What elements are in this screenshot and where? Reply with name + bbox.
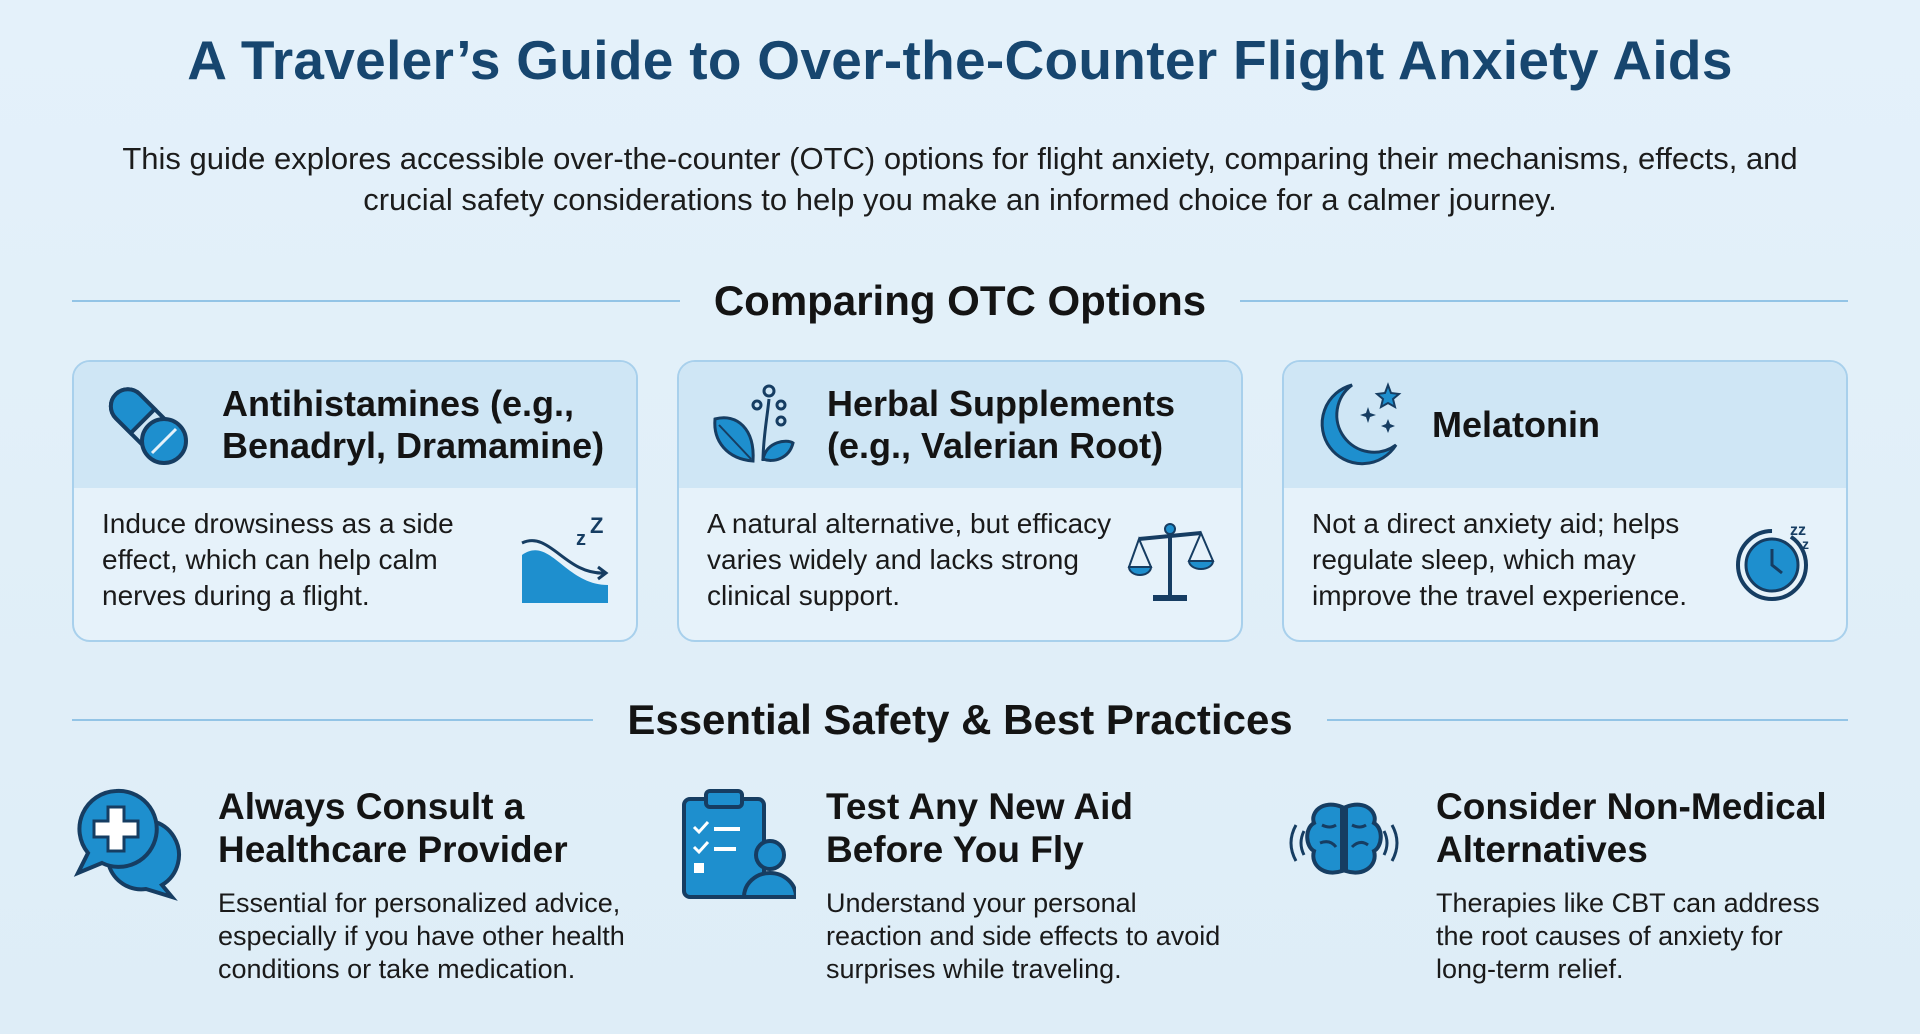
safety-item-test: Test Any New Aid Before You Fly Understa… [680,785,1240,986]
option-card-herbal: Herbal Supplements (e.g., Valerian Root)… [677,360,1243,642]
safety-item-alternatives: Consider Non-Medical Alternatives Therap… [1282,785,1842,986]
item-title: Consider Non-Medical Alternatives [1436,786,1827,870]
sleep-clock-icon: zzz [1736,522,1809,601]
card-text: Induce drowsiness as a side effect, whic… [102,508,454,611]
balance-scale-icon [1127,523,1215,601]
pill-capsule-icon [108,387,188,465]
svg-text:z: z [576,528,586,550]
item-title: Test Any New Aid Before You Fly [826,786,1134,870]
card-title: Antihistamines (e.g., Benadryl, Dramamin… [222,383,605,466]
item-text: Essential for personalized advice, espec… [218,888,625,984]
page-title: A Traveler’s Guide to Over-the-Counter F… [187,29,1733,91]
divider [1240,300,1848,302]
card-text: A natural alternative, but efficacy vari… [707,508,1112,611]
page-subtitle: This guide explores accessible over-the-… [122,141,1798,217]
svg-text:z: z [1802,536,1809,552]
card-title: Herbal Supplements (e.g., Valerian Root) [827,383,1176,466]
card-text: Not a direct anxiety aid; helps regulate… [1312,508,1688,611]
card-title: Melatonin [1432,404,1600,445]
svg-text:Z: Z [590,515,603,538]
item-title: Always Consult a Healthcare Provider [218,786,568,870]
section-title: Essential Safety & Best Practices [627,696,1293,743]
divider [1326,719,1848,721]
medical-chat-icon [73,788,181,901]
moon-stars-icon [1320,382,1402,466]
herb-leaf-icon [713,384,795,463]
section-title: Comparing OTC Options [713,277,1207,324]
item-text: Therapies like CBT can address the root … [1436,888,1820,984]
divider [72,719,594,721]
option-card-antihistamines: Antihistamines (e.g., Benadryl, Dramamin… [72,360,638,642]
svg-text:zz: zz [1790,522,1806,539]
brain-icon [1289,802,1399,875]
section-heading-safety: Essential Safety & Best Practices [72,695,1848,745]
option-card-melatonin: Melatonin Not a direct anxiety aid; help… [1282,360,1848,642]
safety-item-consult: Always Consult a Healthcare Provider Ess… [72,785,632,986]
section-heading-options: Comparing OTC Options [72,276,1848,326]
clipboard-checklist-icon [682,789,796,899]
wave-sleep-icon: zZ [521,515,609,603]
item-text: Understand your personal reaction and si… [826,888,1221,984]
divider [72,300,680,302]
